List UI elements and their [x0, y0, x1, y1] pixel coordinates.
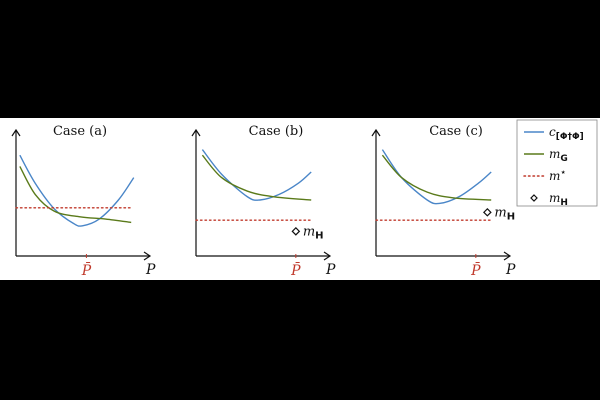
case-b-pbar-label: P̄	[290, 261, 301, 279]
case-c-series-mg	[381, 154, 492, 201]
case-b-mh-marker	[291, 227, 301, 236]
case-c-x-arrow	[503, 251, 512, 261]
case-a-title: Case (a)	[53, 124, 107, 139]
case-b-mh-label-sub: H	[315, 230, 323, 241]
case-c-y-arrow	[371, 128, 381, 137]
case-a-y-arrow	[11, 128, 21, 137]
legend-mh-label-sub: H	[560, 198, 568, 208]
case-c-mh-label: mH	[494, 205, 515, 222]
case-b-series-mg	[201, 154, 312, 201]
legend-mg-label-sub: G	[560, 154, 567, 164]
figure: Case (a) P P̄ Case (b) P P̄ mH Case (c) P P̄ mH c[Φ…	[0, 118, 600, 280]
legend-mh-swatch	[530, 194, 538, 202]
case-b-x-arrow	[323, 251, 332, 261]
case-a-series-c	[19, 154, 135, 227]
case-b-title: Case (b)	[249, 124, 304, 139]
case-a-pbar-label: P̄	[81, 261, 92, 279]
case-a-xlabel: P	[145, 262, 156, 278]
case-b-xlabel: P	[325, 262, 336, 278]
case-c-mh-label-sub: H	[507, 211, 515, 222]
case-c-xlabel: P	[505, 262, 516, 278]
case-b-mh-label: mH	[303, 224, 324, 241]
legend-c-label-sub: [Φ†Φ]	[556, 132, 584, 142]
case-b-y-arrow	[191, 128, 201, 137]
case-b-series-c	[201, 149, 312, 201]
legend-box	[516, 119, 598, 207]
case-a-x-arrow	[143, 251, 152, 261]
case-a-series-mg	[19, 166, 132, 224]
case-c-mh-marker	[483, 207, 492, 217]
legend-mstar-label-sub: ⋆	[560, 168, 566, 178]
case-c-title: Case (c)	[429, 124, 483, 139]
case-c-pbar-label: P̄	[470, 261, 481, 279]
